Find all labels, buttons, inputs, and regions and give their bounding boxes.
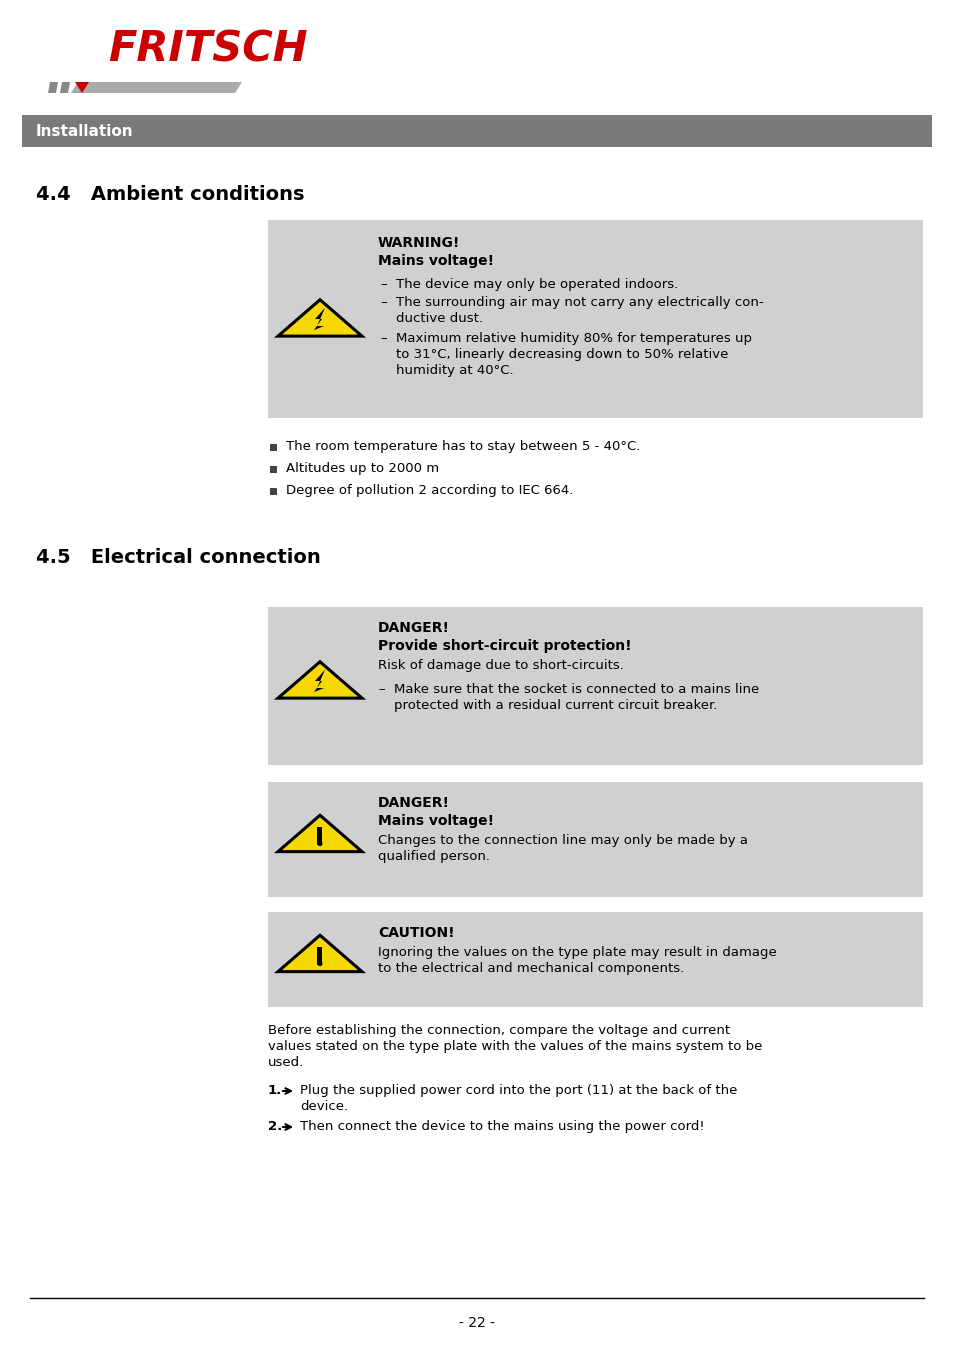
Text: Mains voltage!: Mains voltage! — [377, 254, 494, 269]
Text: 4.5   Electrical connection: 4.5 Electrical connection — [36, 548, 320, 567]
Text: The surrounding air may not carry any electrically con-: The surrounding air may not carry any el… — [395, 296, 762, 309]
Text: Mains voltage!: Mains voltage! — [377, 814, 494, 828]
Text: CAUTION!: CAUTION! — [377, 926, 455, 940]
Bar — [270, 487, 276, 495]
Text: Risk of damage due to short-circuits.: Risk of damage due to short-circuits. — [377, 659, 623, 672]
Text: DANGER!: DANGER! — [377, 796, 450, 810]
Text: Before establishing the connection, compare the voltage and current: Before establishing the connection, comp… — [268, 1025, 729, 1037]
Polygon shape — [277, 300, 361, 336]
Text: ductive dust.: ductive dust. — [395, 312, 482, 325]
Text: Maximum relative humidity 80% for temperatures up: Maximum relative humidity 80% for temper… — [395, 332, 751, 346]
Text: –: – — [379, 296, 386, 309]
Circle shape — [317, 841, 322, 846]
Text: FRITSCH: FRITSCH — [108, 28, 307, 70]
Text: protected with a residual current circuit breaker.: protected with a residual current circui… — [394, 699, 717, 711]
Text: 4.4   Ambient conditions: 4.4 Ambient conditions — [36, 185, 304, 204]
Bar — [268, 220, 923, 418]
Text: Altitudes up to 2000 m: Altitudes up to 2000 m — [286, 462, 438, 475]
Bar — [317, 948, 322, 965]
Text: Installation: Installation — [36, 123, 133, 139]
Text: The device may only be operated indoors.: The device may only be operated indoors. — [395, 278, 678, 292]
Text: to the electrical and mechanical components.: to the electrical and mechanical compone… — [377, 963, 683, 975]
Polygon shape — [277, 936, 361, 972]
Text: –: – — [379, 278, 386, 292]
Text: 2.: 2. — [268, 1120, 282, 1133]
Bar — [268, 608, 923, 765]
Text: values stated on the type plate with the values of the mains system to be: values stated on the type plate with the… — [268, 1040, 761, 1053]
Text: Changes to the connection line may only be made by a: Changes to the connection line may only … — [377, 834, 747, 846]
Text: qualified person.: qualified person. — [377, 850, 490, 863]
Text: Degree of pollution 2 according to IEC 664.: Degree of pollution 2 according to IEC 6… — [286, 485, 573, 497]
Polygon shape — [60, 82, 70, 93]
Polygon shape — [48, 82, 58, 93]
Text: used.: used. — [268, 1056, 304, 1069]
Text: Then connect the device to the mains using the power cord!: Then connect the device to the mains usi… — [299, 1120, 704, 1133]
Circle shape — [317, 961, 322, 967]
Polygon shape — [314, 308, 325, 331]
Text: to 31°C, linearly decreasing down to 50% relative: to 31°C, linearly decreasing down to 50%… — [395, 348, 727, 360]
Text: The room temperature has to stay between 5 - 40°C.: The room temperature has to stay between… — [286, 440, 639, 454]
Text: –: – — [377, 683, 384, 697]
Text: Plug the supplied power cord into the port (11) at the back of the: Plug the supplied power cord into the po… — [299, 1084, 737, 1098]
Text: - 22 -: - 22 - — [458, 1316, 495, 1330]
Bar — [270, 466, 276, 472]
Text: Ignoring the values on the type plate may result in damage: Ignoring the values on the type plate ma… — [377, 946, 776, 958]
Bar — [270, 444, 276, 451]
Polygon shape — [71, 82, 242, 93]
Bar — [317, 828, 322, 845]
Text: humidity at 40°C.: humidity at 40°C. — [395, 364, 513, 377]
Text: –: – — [379, 332, 386, 346]
Text: Make sure that the socket is connected to a mains line: Make sure that the socket is connected t… — [394, 683, 759, 697]
Polygon shape — [314, 670, 325, 693]
Polygon shape — [75, 82, 89, 93]
Polygon shape — [277, 815, 361, 852]
Text: 1.: 1. — [268, 1084, 282, 1098]
Bar — [22, 115, 931, 147]
Polygon shape — [277, 662, 361, 698]
Bar — [268, 782, 923, 896]
Bar — [268, 913, 923, 1007]
Text: device.: device. — [299, 1100, 348, 1112]
Text: DANGER!: DANGER! — [377, 621, 450, 634]
Text: Provide short-circuit protection!: Provide short-circuit protection! — [377, 639, 631, 653]
Text: WARNING!: WARNING! — [377, 236, 460, 250]
